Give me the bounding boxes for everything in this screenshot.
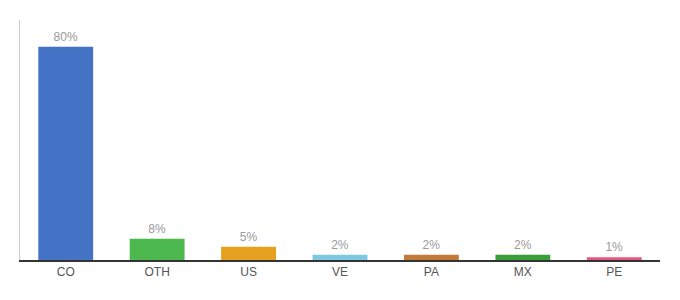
svg-text:1%: 1% — [605, 240, 623, 254]
svg-text:OTH: OTH — [144, 265, 169, 279]
svg-text:MX: MX — [514, 265, 532, 279]
svg-text:8%: 8% — [148, 222, 166, 236]
svg-text:2%: 2% — [514, 238, 532, 252]
svg-text:CO: CO — [57, 265, 75, 279]
svg-text:2%: 2% — [331, 238, 349, 252]
svg-text:5%: 5% — [240, 230, 258, 244]
svg-text:2%: 2% — [423, 238, 441, 252]
svg-text:80%: 80% — [54, 30, 78, 44]
svg-text:US: US — [240, 265, 257, 279]
svg-text:PE: PE — [606, 265, 622, 279]
svg-text:VE: VE — [332, 265, 348, 279]
svg-text:PA: PA — [424, 265, 439, 279]
